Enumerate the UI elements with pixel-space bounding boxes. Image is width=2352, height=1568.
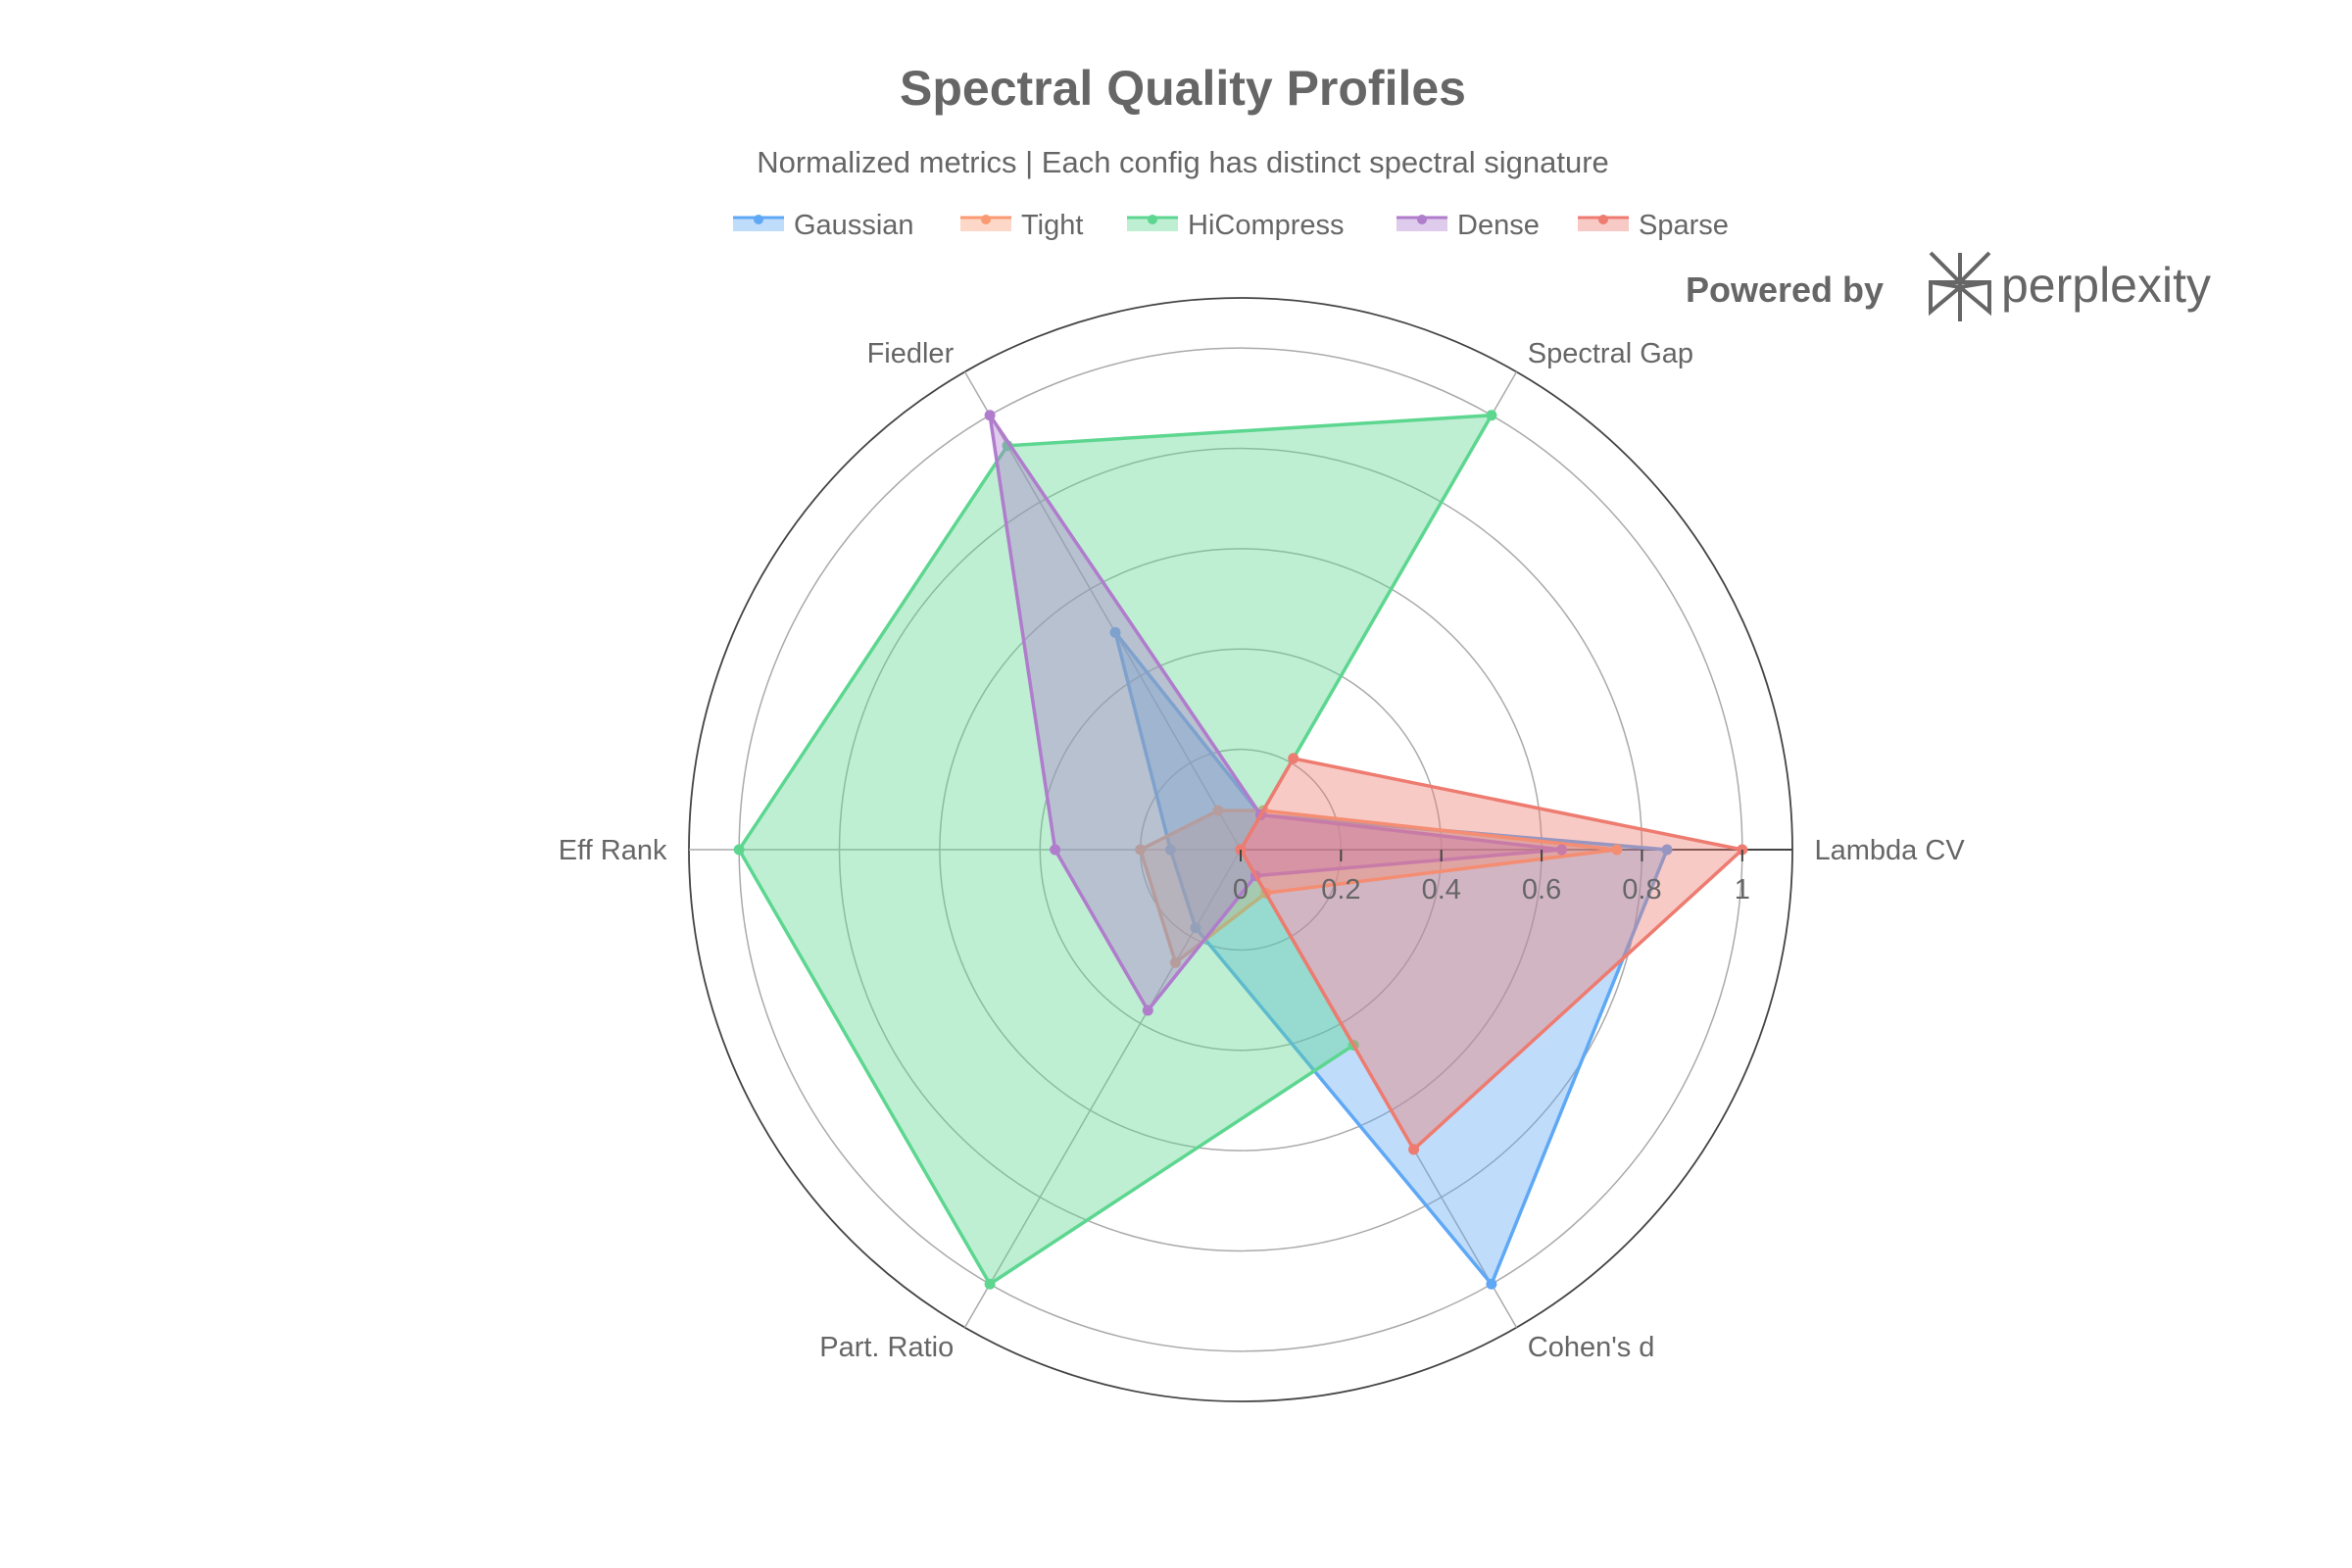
axis-label: Eff Rank (559, 835, 667, 866)
legend-item-hicompress[interactable]: HiCompress (1127, 210, 1345, 241)
radial-tick-label: 0.4 (1422, 874, 1461, 906)
powered-by-text: Powered by (1686, 270, 1884, 310)
data-point[interactable] (1050, 844, 1061, 856)
data-point[interactable] (984, 1278, 996, 1290)
legend-marker (1417, 215, 1427, 224)
data-point[interactable] (1142, 1004, 1153, 1016)
legend-marker (1598, 215, 1608, 224)
series-layer (733, 410, 1748, 1290)
axis-line (963, 371, 1242, 851)
axis-labels: 0 0.2 0.4 0.6 0.8 1 Lambda CV Spectral Gap Fiedl… (559, 338, 1966, 1363)
legend-marker (1148, 215, 1157, 224)
data-point[interactable] (1288, 753, 1299, 764)
data-point[interactable] (984, 410, 996, 421)
data-point[interactable] (1556, 844, 1568, 856)
data-point[interactable] (1164, 844, 1176, 856)
radial-tick-label: 1 (1735, 874, 1750, 906)
legend: Gaussian Tight HiCompress Dense Sparse (733, 210, 1729, 241)
axis-label: Cohen's d (1528, 1332, 1655, 1363)
data-point[interactable] (1190, 922, 1201, 934)
legend-label: Tight (1021, 210, 1083, 241)
radial-tick-label: 0.2 (1321, 874, 1360, 906)
legend-marker (754, 215, 763, 224)
legend-item-gaussian[interactable]: Gaussian (733, 210, 914, 241)
data-point[interactable] (1212, 805, 1224, 816)
data-point[interactable] (1109, 626, 1121, 638)
axis-label: Fiedler (867, 338, 955, 369)
radial-tick-label: 0.6 (1522, 874, 1561, 906)
axis-label: Lambda CV (1815, 835, 1966, 866)
data-point[interactable] (1169, 956, 1181, 968)
legend-item-sparse[interactable]: Sparse (1578, 210, 1729, 241)
powered-by-perplexity-logo: Powered by perplexity (1686, 251, 2211, 321)
data-point[interactable] (1135, 844, 1147, 856)
chart-title: Spectral Quality Profiles (900, 61, 1466, 116)
data-point[interactable] (1486, 1278, 1497, 1290)
data-point[interactable] (1486, 410, 1497, 421)
legend-label: Gaussian (794, 210, 914, 241)
chart-subtitle: Normalized metrics | Each config has dis… (757, 145, 1609, 179)
legend-marker (981, 215, 991, 224)
brand-text: perplexity (2001, 258, 2211, 313)
data-point[interactable] (1661, 844, 1673, 856)
legend-label: Sparse (1639, 210, 1729, 241)
data-point[interactable] (1408, 1144, 1420, 1155)
legend-label: HiCompress (1188, 210, 1345, 241)
legend-label: Dense (1457, 210, 1540, 241)
perplexity-logo-icon (1929, 251, 1991, 321)
data-point[interactable] (733, 844, 745, 856)
radial-tick-label: 0 (1233, 874, 1249, 906)
radial-tick-label: 0.8 (1622, 874, 1661, 906)
axis-label: Part. Ratio (819, 1332, 954, 1363)
legend-item-dense[interactable]: Dense (1396, 210, 1540, 241)
legend-item-tight[interactable]: Tight (960, 210, 1083, 241)
axis-label: Spectral Gap (1528, 338, 1693, 369)
data-point[interactable] (1611, 844, 1623, 856)
